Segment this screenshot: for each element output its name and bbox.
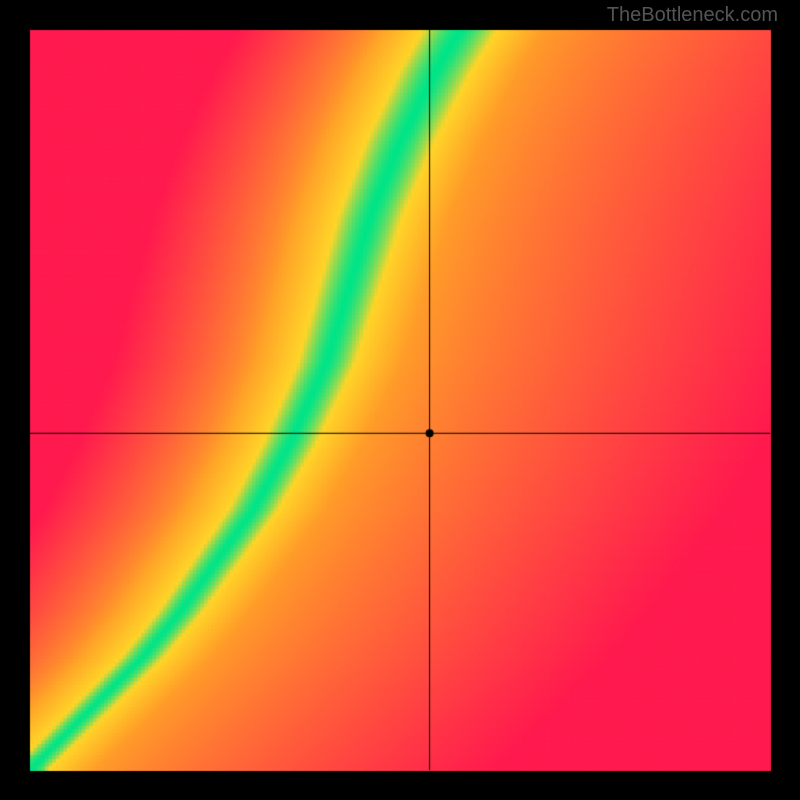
watermark-text: TheBottleneck.com	[607, 4, 778, 27]
bottleneck-heatmap	[0, 0, 800, 800]
